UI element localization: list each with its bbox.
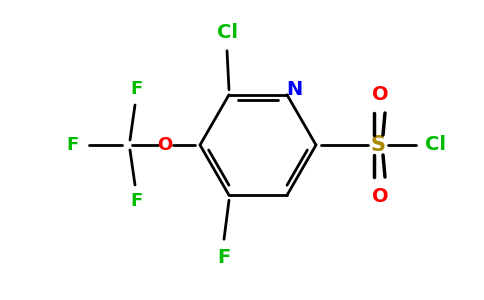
Text: Cl: Cl xyxy=(216,23,238,42)
Text: S: S xyxy=(370,135,385,155)
Text: F: F xyxy=(131,80,143,98)
Text: F: F xyxy=(66,136,78,154)
Text: O: O xyxy=(372,85,388,104)
Text: N: N xyxy=(286,80,302,99)
Text: Cl: Cl xyxy=(424,136,445,154)
Text: O: O xyxy=(372,187,388,206)
Text: F: F xyxy=(217,248,230,267)
Text: F: F xyxy=(131,192,143,210)
Text: O: O xyxy=(157,136,173,154)
